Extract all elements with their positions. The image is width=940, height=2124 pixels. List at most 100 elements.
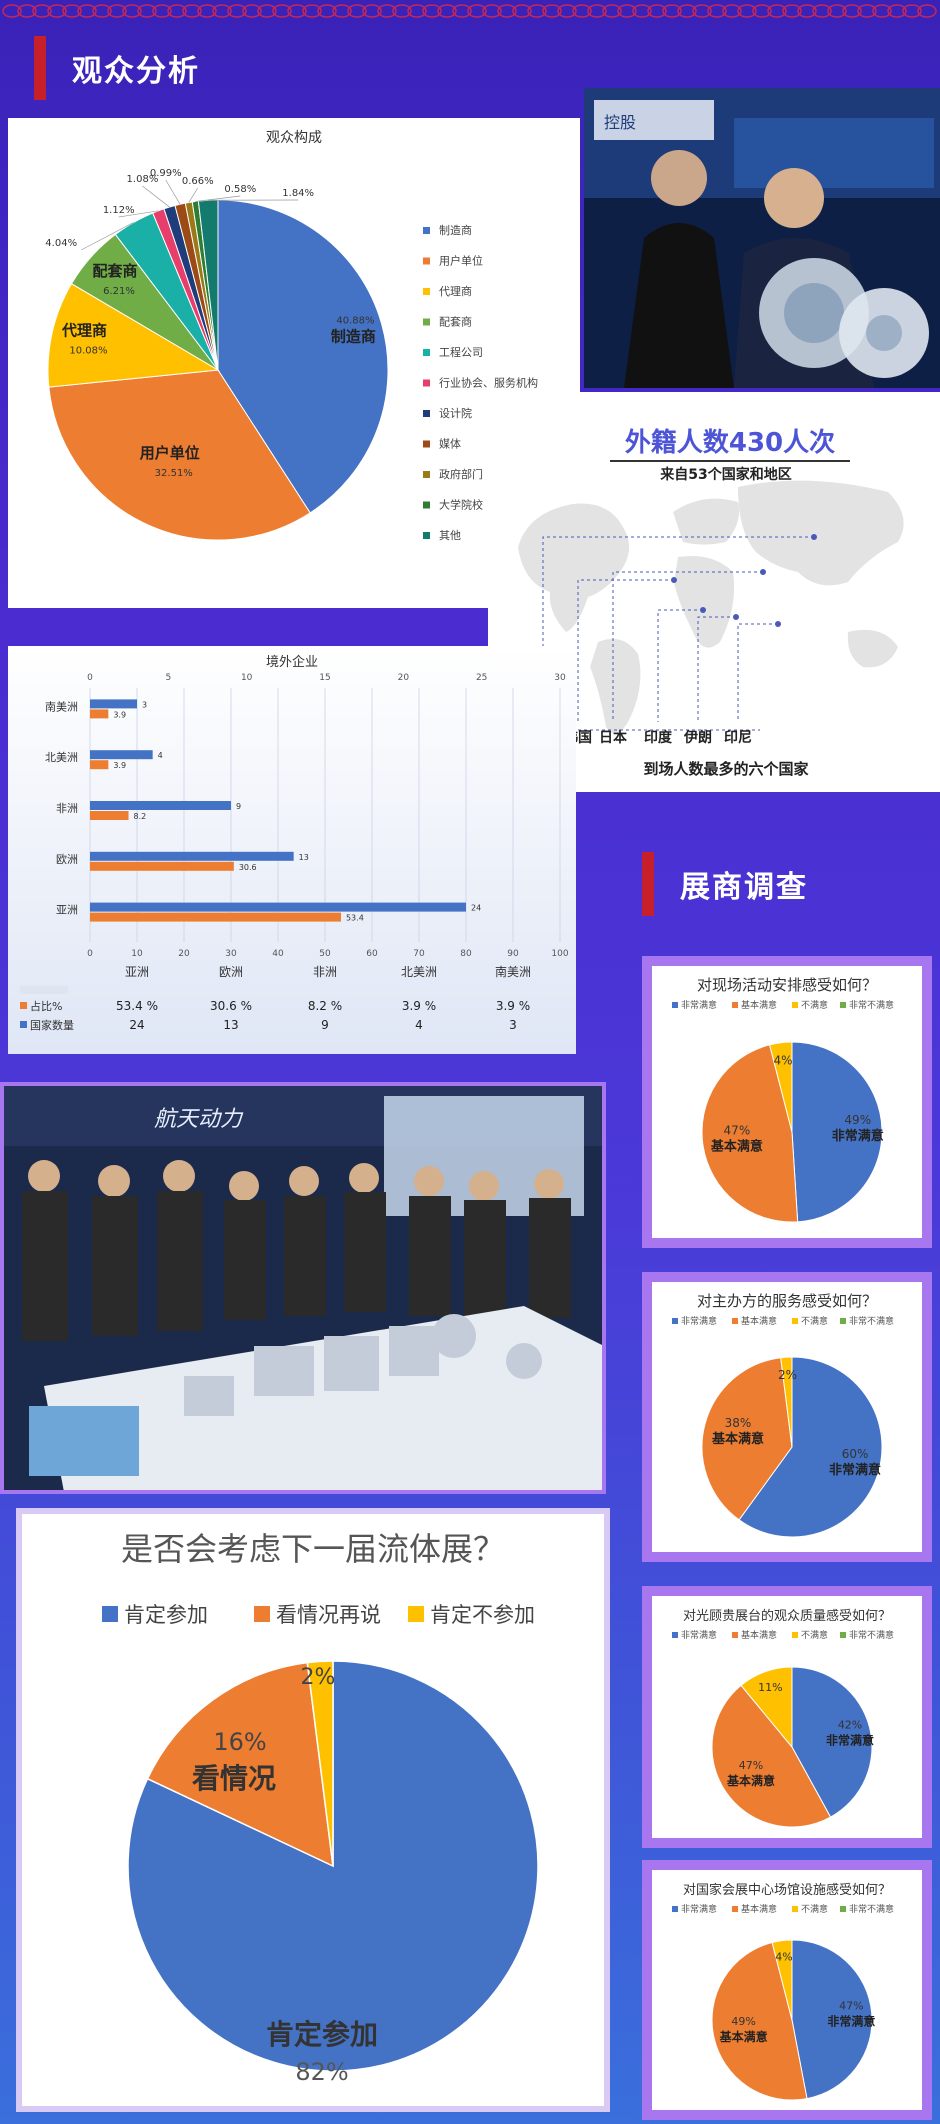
table-header: 北美洲 xyxy=(401,965,437,979)
chain-link xyxy=(602,4,622,18)
chain-link xyxy=(332,4,352,18)
pie-slice xyxy=(771,1939,793,2021)
pie-slice xyxy=(306,1660,334,1867)
pie-pct-label: 11% xyxy=(758,1681,782,1694)
map-dot xyxy=(671,577,677,583)
pie-pct-label: 2% xyxy=(778,1368,797,1382)
table-cell: 3.9 % xyxy=(402,999,436,1013)
map-leader-line xyxy=(697,616,736,722)
survey-pie-chart: 对现场活动安排感受如何？非常满意 基本满意 不满意 非常不满意49%非常满意47%基本… xyxy=(672,976,894,1223)
chain-link xyxy=(632,4,652,18)
chain-link xyxy=(542,4,562,18)
pie-callout: 非常满意 xyxy=(829,1462,881,1478)
bar-value-label: 8.2 xyxy=(134,812,147,821)
legend-label: 非常不满意 xyxy=(849,1315,894,1327)
legend-swatch xyxy=(672,1906,678,1912)
bar-share xyxy=(90,861,234,871)
axis-tick-bottom: 30 xyxy=(225,949,237,959)
chain-link xyxy=(887,4,907,18)
survey-card: 对主办方的服务感受如何？ 非常满意 基本满意 不满意 非常不满意 60% 非常满意 38% 基本… xyxy=(652,1282,922,1552)
legend-swatch xyxy=(672,1632,678,1638)
legend-label: 不满意 xyxy=(801,1315,828,1327)
legend-label: 不满意 xyxy=(801,1629,828,1641)
country-label: 印度 xyxy=(644,729,673,746)
survey-title: 对主办方的服务感受如何？ xyxy=(697,1292,877,1310)
bar-country-count xyxy=(90,851,294,861)
chain-link xyxy=(902,4,922,18)
axis-tick-bottom: 80 xyxy=(460,949,472,959)
survey-panel: 对现场活动安排感受如何？ 非常满意 基本满意 不满意 非常不满意 49% 非常满意 47% 基本… xyxy=(642,956,932,1248)
world-map: 来自53个国家和地区 俄罗斯韩国日本印度伊朗印尼 到场人数最多的六个国家 xyxy=(518,466,904,778)
pie-slice xyxy=(47,282,220,388)
bar-share xyxy=(90,709,109,719)
axis-tick-bottom: 60 xyxy=(366,949,378,959)
pie-pct-label: 1.08% xyxy=(127,174,159,185)
chain-link xyxy=(242,4,262,18)
pie-callout: 用户单位 xyxy=(140,444,200,462)
table-swatch xyxy=(20,1002,27,1009)
country-label: 日本 xyxy=(599,729,628,746)
pie-callout: 制造商 xyxy=(331,327,376,345)
legend-label: 设计院 xyxy=(439,406,472,420)
bar-chart-title: 境外企业 xyxy=(266,654,318,670)
axis-tick-bottom: 50 xyxy=(319,949,331,959)
legend-label: 配套商 xyxy=(439,315,472,329)
legend-swatch xyxy=(423,318,430,326)
pie-pct-label: 16% xyxy=(213,1728,266,1756)
chain-link xyxy=(677,4,697,18)
legend-swatch xyxy=(840,1318,846,1324)
chain-link xyxy=(122,4,142,18)
survey-title: 对光顾贵展台的观众质量感受如何？ xyxy=(683,1608,891,1624)
legend-swatch xyxy=(423,501,430,509)
chain-link xyxy=(17,4,37,18)
legend-swatch xyxy=(254,1606,270,1622)
next-expo-pie-chart: 是否会考虑下一届流体展？ 肯定参加 看情况再说 肯定不参加 肯定参加 82% 16% 看情… xyxy=(102,1530,539,2086)
chain-link xyxy=(737,4,757,18)
chain-link xyxy=(197,4,217,18)
pie-leader-line xyxy=(142,185,170,208)
pie-pct-label: 32.51% xyxy=(155,468,193,479)
chain-link xyxy=(482,4,502,18)
category-label: 亚洲 xyxy=(56,904,78,917)
section-title: 观众分析 xyxy=(72,54,200,89)
survey-pie-chart: 对国家会展中心场馆设施感受如何？非常满意 基本满意 不满意 非常不满意47%非常满意4… xyxy=(672,1882,894,2101)
bar-value-label: 4 xyxy=(158,751,163,760)
map-leader-line xyxy=(737,623,778,722)
bar-value-label: 30.6 xyxy=(239,863,257,872)
pie-slice xyxy=(738,1356,883,1538)
table-header: 欧洲 xyxy=(219,965,243,979)
bar-country-count xyxy=(90,801,231,810)
pie-pct-label: 38% xyxy=(725,1416,752,1430)
legend-swatch xyxy=(792,1632,798,1638)
axis-tick-top: 5 xyxy=(165,673,171,683)
map-leader-line xyxy=(657,609,703,722)
legend-label: 基本满意 xyxy=(741,1315,777,1327)
legend-label: 非常满意 xyxy=(681,1315,717,1327)
table-cell: 24 xyxy=(129,1018,144,1032)
chain-link xyxy=(107,4,127,18)
chain-link xyxy=(782,4,802,18)
chain-link xyxy=(137,4,157,18)
pie-pct-label: 4% xyxy=(775,1951,792,1964)
pie-slice xyxy=(740,1666,793,1749)
legend-label: 肯定不参加 xyxy=(430,1603,535,1627)
chain-link xyxy=(227,4,247,18)
legend-swatch xyxy=(792,1318,798,1324)
chain-link xyxy=(497,4,517,18)
pie-slice xyxy=(769,1041,793,1133)
bar-share xyxy=(90,912,341,922)
survey-panel: 对主办方的服务感受如何？ 非常满意 基本满意 不满意 非常不满意 60% 非常满意 38% 基本… xyxy=(642,1272,932,1562)
section-bar xyxy=(34,36,46,100)
pie-slice xyxy=(711,1684,832,1828)
pie-slice xyxy=(791,1939,873,2100)
bar-value-label: 9 xyxy=(236,802,241,811)
chain-link xyxy=(182,4,202,18)
chain-link xyxy=(92,4,112,18)
pie-leader-line xyxy=(195,195,241,202)
map-dot xyxy=(811,534,817,540)
pie-pct-label: 42% xyxy=(838,1719,862,1732)
chain-link xyxy=(662,4,682,18)
exhibit-photo-2: 航天动力 xyxy=(0,1082,606,1494)
table-row-label: 占比% xyxy=(30,999,62,1013)
table-cell: 9 xyxy=(321,1018,329,1032)
